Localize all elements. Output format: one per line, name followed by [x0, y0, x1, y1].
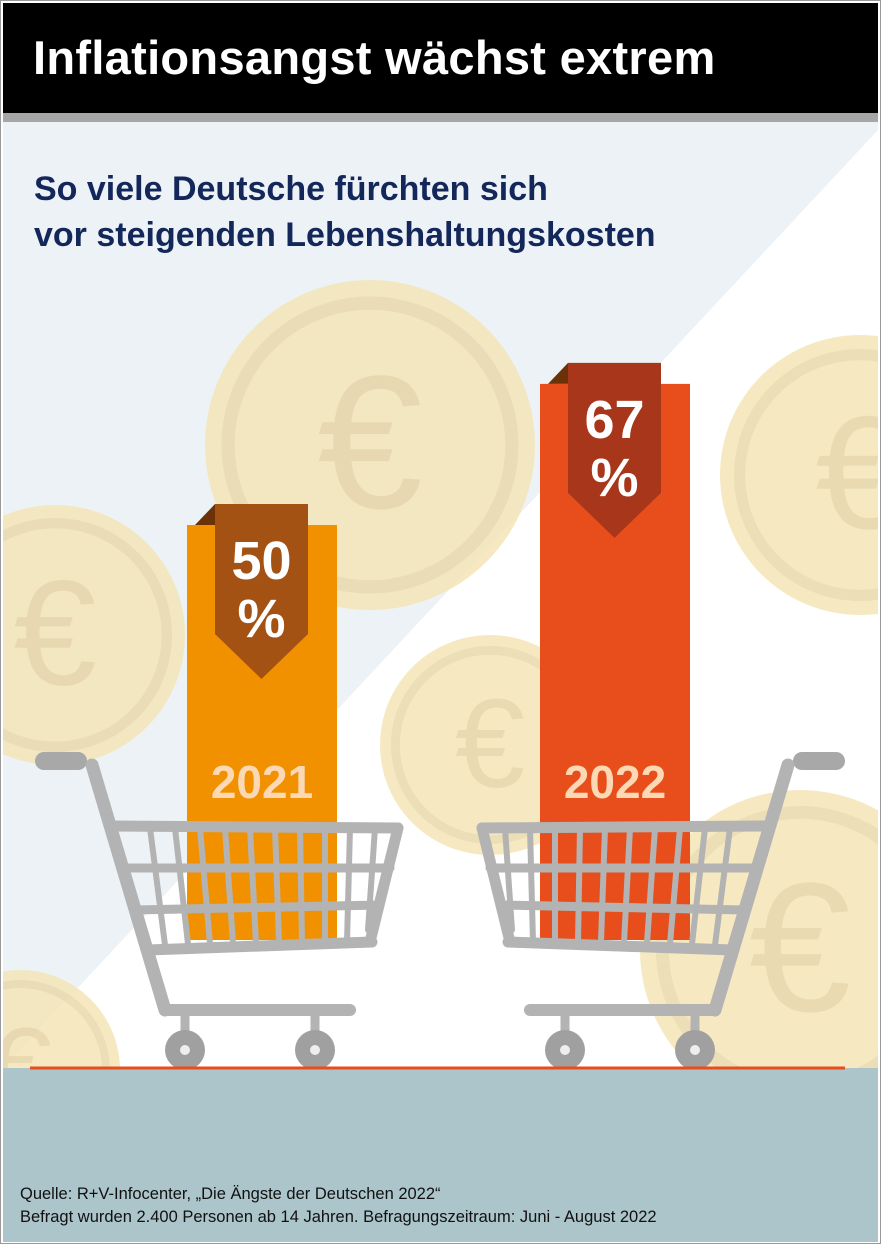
- survey-note: Befragt wurden 2.400 Personen ab 14 Jahr…: [20, 1208, 657, 1226]
- subtitle-line-2: vor steigenden Lebenshaltungskosten: [34, 216, 656, 254]
- page-title: Inflationsangst wächst extrem: [33, 31, 716, 84]
- value-label: 67: [584, 390, 644, 450]
- euro-coin-icon: €: [720, 335, 881, 615]
- category-label: 2022: [564, 756, 666, 808]
- source-note: Quelle: R+V-Infocenter, „Die Ängste der …: [20, 1183, 657, 1229]
- value-ribbon: [215, 504, 308, 679]
- svg-text:€: €: [749, 844, 851, 1050]
- svg-text:€: €: [455, 672, 525, 814]
- euro-coin-icon: €: [3, 505, 185, 765]
- source-text: Quelle: R+V-Infocenter, „Die Ängste der …: [20, 1185, 441, 1203]
- value-unit: %: [590, 448, 638, 508]
- ribbon-fold: [195, 504, 215, 525]
- svg-text:€: €: [815, 383, 881, 563]
- chart-subtitle: So viele Deutsche fürchten sich vor stei…: [34, 166, 656, 258]
- value-label: 50: [231, 531, 291, 591]
- category-label: 2021: [211, 756, 313, 808]
- header-stripe: [3, 113, 878, 122]
- value-unit: %: [237, 589, 285, 649]
- subtitle-line-1: So viele Deutsche fürchten sich: [34, 170, 548, 208]
- ribbon-fold: [548, 362, 568, 384]
- svg-text:€: €: [13, 549, 96, 716]
- floor: [3, 1068, 878, 1242]
- header-bar: [3, 3, 878, 113]
- svg-text:€: €: [317, 337, 423, 549]
- value-ribbon: [568, 362, 661, 538]
